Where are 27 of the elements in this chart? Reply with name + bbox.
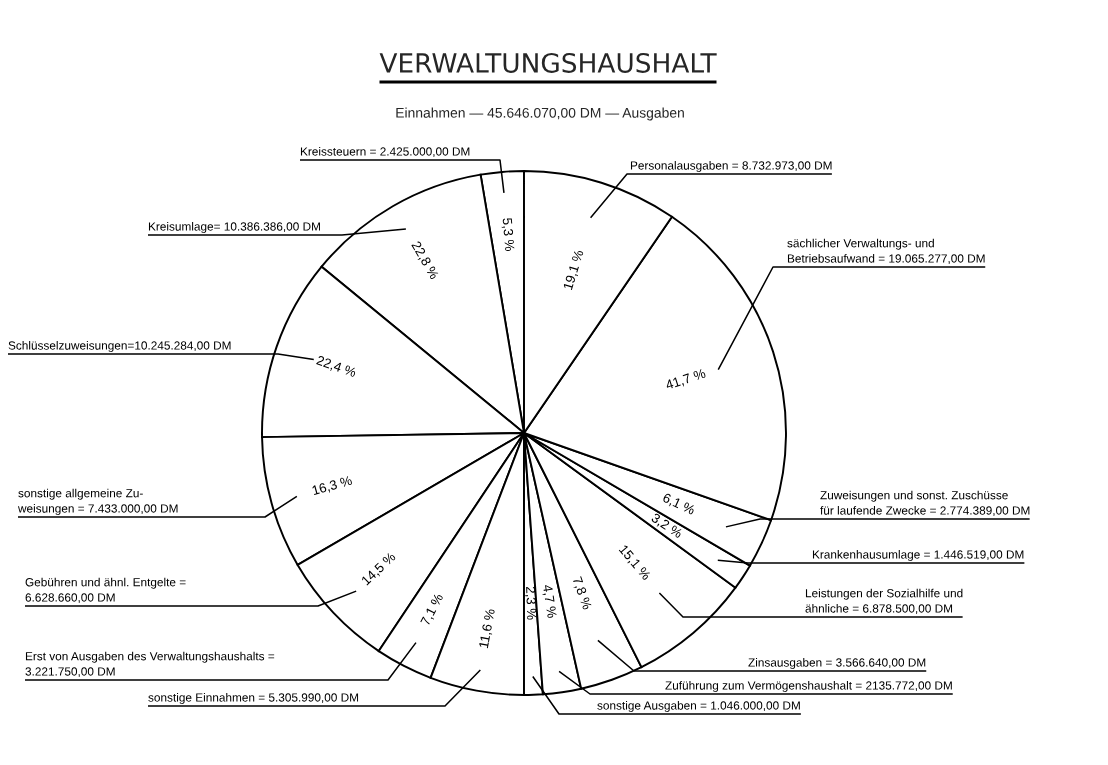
slice-label: Kreisumlage= 10.386.386,00 DM [148,222,320,233]
slice-label: sonstige allgemeine Zu- weisungen = 7.433.000,00 DM [17,488,178,515]
slice-label: Leistungen der Sozialhilfe und ähnliche = 6.878.500,00 DM [805,588,963,615]
data-label: 41,7 % [664,368,707,392]
slice-label: Zuführung zum Vermögenshaushalt = 2135.772,00 DM [665,680,952,692]
data-label: 7,1 % [420,592,445,627]
chart-title: VERWALTUNGSHAUSHALT [379,52,717,73]
data-label: 19,1 % [563,249,586,291]
slice-label: Zinsausgaben = 3.566.640,00 DM [748,657,926,669]
chart-subtitle: Einnahmen — 45.646.070,00 DM — Ausgaben [396,107,684,121]
slice-label: sonstige Einnahmen = 5.305.990,00 DM [148,692,359,704]
data-label: 4,7 % [541,584,557,619]
data-label: 16,3 % [311,475,353,497]
data-label: 5,3 % [501,217,515,252]
slice-label: Gebühren und ähnl. Entgelte = 6.628.660,00 DM [25,577,186,604]
data-label: 22,4 % [315,355,357,379]
slice-label: sonstige Ausgaben = 1.046.000,00 DM [597,700,800,712]
data-label: 2,3 % [524,586,537,620]
data-label: 11,6 % [478,608,497,649]
slice-label: Schlüsselzuweisungen=10.245.284,00 DM [8,341,231,352]
slice-label: Personalausgaben = 8.732.973,00 DM [630,161,832,172]
slice-label: Zuweisungen und sonst. Zuschüsse für laufende Zwecke = 2.774.389,00 DM [820,490,1030,517]
slice-label: sächlicher Verwaltungs- und Betriebsaufwand = 19.065.277,00 DM [787,238,985,265]
data-label: 7,8 % [570,576,593,611]
slice-label: Erst von Ausgaben des Verwaltungshaushalts = 3.221.750,00 DM [25,651,275,678]
slice-label: Krankenhausumlage = 1.446.519,00 DM [812,549,1024,561]
slice-label: Kreissteuern = 2.425.000,00 DM [300,147,470,158]
